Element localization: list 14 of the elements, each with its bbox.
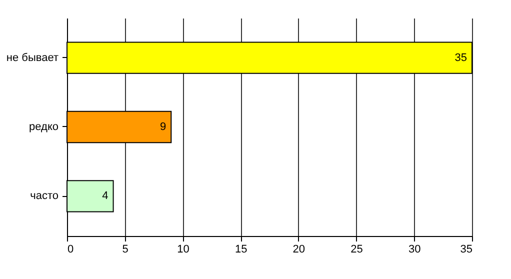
x-tick-label: 20 <box>292 244 306 256</box>
data-label: 4 <box>102 190 108 202</box>
data-label: 9 <box>160 121 166 133</box>
x-tick-label: 15 <box>234 244 248 256</box>
data-label: 35 <box>454 52 467 64</box>
x-tick-label: 30 <box>408 244 421 256</box>
x-tick-label: 25 <box>350 244 363 256</box>
x-tick-label: 10 <box>177 244 190 256</box>
x-tick-label: 5 <box>122 244 128 256</box>
x-tick-label: 35 <box>460 244 472 256</box>
y-tick-label: редко <box>29 121 58 133</box>
y-tick-label: часто <box>30 190 58 202</box>
y-tick-label: не бывает <box>6 52 58 64</box>
x-tick-label: 0 <box>68 244 74 256</box>
